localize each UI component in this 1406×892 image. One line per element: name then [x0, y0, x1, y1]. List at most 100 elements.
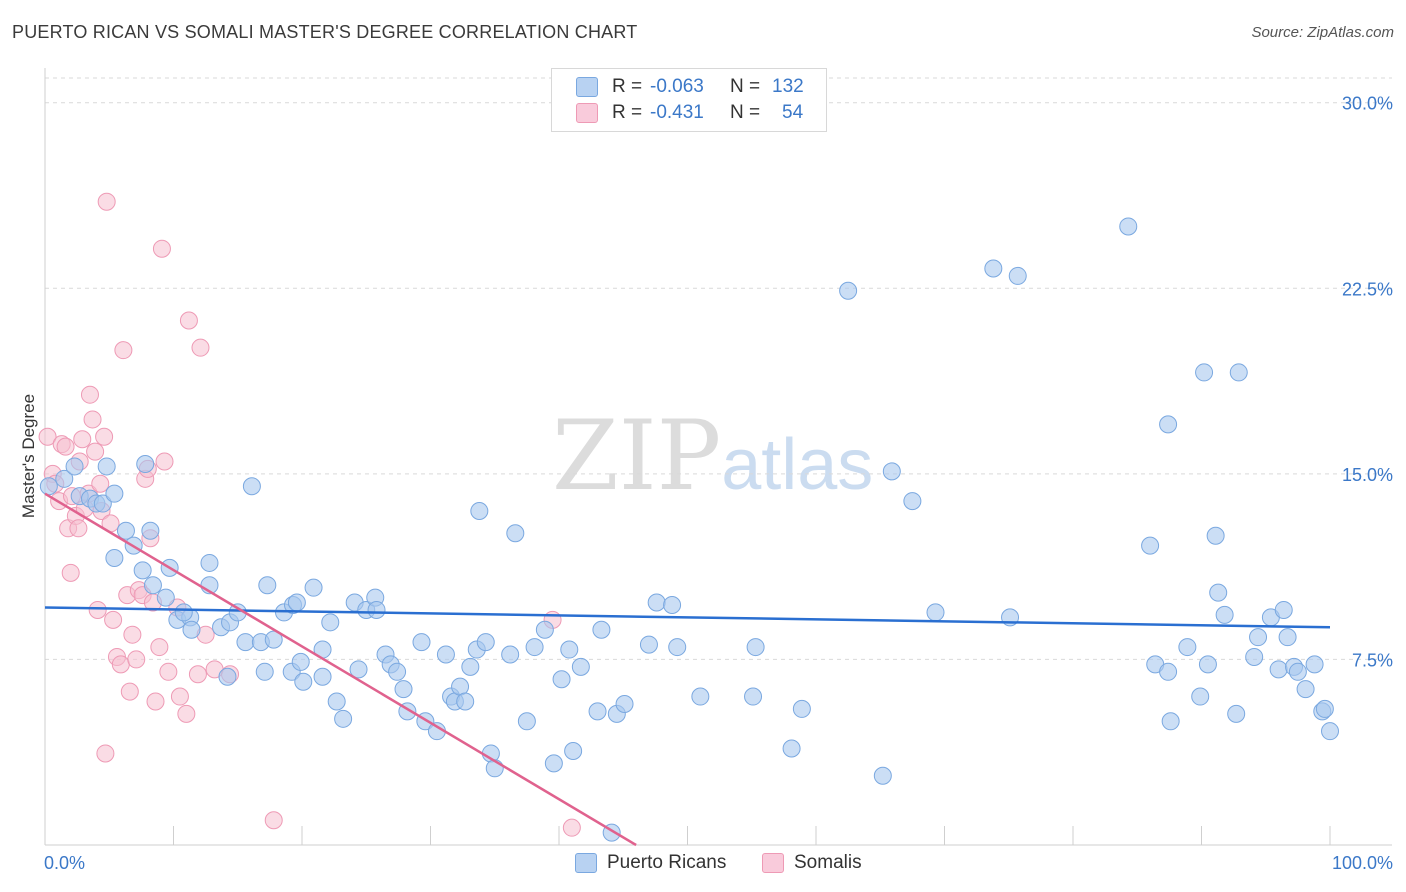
data-point-puerto-ricans — [903, 492, 922, 511]
data-point-puerto-ricans — [327, 692, 346, 711]
legend-n-label: N = — [730, 76, 761, 97]
data-point-puerto-ricans — [1215, 605, 1234, 624]
data-point-puerto-ricans — [255, 662, 274, 681]
data-point-puerto-ricans — [926, 603, 945, 622]
data-point-somalis — [69, 519, 88, 538]
data-point-somalis — [179, 311, 198, 330]
data-point-puerto-ricans — [1198, 655, 1217, 674]
data-point-puerto-ricans — [1315, 699, 1334, 718]
data-point-puerto-ricans — [116, 521, 135, 540]
data-point-puerto-ricans — [182, 620, 201, 639]
data-point-somalis — [177, 704, 196, 723]
data-point-somalis — [95, 427, 114, 446]
legend-r-label: R = — [612, 102, 643, 123]
data-point-somalis — [83, 410, 102, 429]
data-point-somalis — [152, 239, 171, 258]
data-point-puerto-ricans — [1288, 662, 1307, 681]
data-point-puerto-ricans — [174, 603, 193, 622]
data-point-puerto-ricans — [501, 645, 520, 664]
data-point-puerto-ricans — [236, 633, 255, 652]
data-point-somalis — [155, 452, 174, 471]
data-point-puerto-ricans — [456, 692, 475, 711]
tick-labels: 7.5% 15.0% 22.5% 30.0% 0.0% 100.0% Master's De… — [19, 94, 1393, 873]
bottom-legend-label: Somalis — [794, 852, 862, 873]
data-point-puerto-ricans — [1119, 217, 1138, 236]
data-point-somalis — [80, 385, 99, 404]
axes — [44, 68, 1392, 846]
bottom-legend-label: Puerto Ricans — [607, 852, 727, 873]
data-point-somalis — [91, 474, 110, 493]
data-point-puerto-ricans — [792, 699, 811, 718]
data-point-puerto-ricans — [1209, 583, 1228, 602]
gridlines — [45, 77, 1392, 660]
bottom-swatch-pink — [762, 853, 784, 873]
data-point-puerto-ricans — [1296, 680, 1315, 699]
data-point-puerto-ricans — [93, 494, 112, 513]
data-point-puerto-ricans — [691, 687, 710, 706]
y-tick-label: 15.0% — [1342, 465, 1393, 485]
data-point-puerto-ricans — [1269, 660, 1288, 679]
legend-r-value: -0.063 — [650, 76, 704, 97]
data-point-puerto-ricans — [143, 576, 162, 595]
data-point-puerto-ricans — [141, 521, 160, 540]
data-point-puerto-ricans — [1321, 722, 1339, 741]
data-point-somalis — [73, 430, 92, 449]
data-point-puerto-ricans — [287, 593, 306, 612]
data-point-puerto-ricans — [1305, 655, 1324, 674]
data-point-puerto-ricans — [588, 702, 607, 721]
bottom-legend-puerto-ricans: Puerto Ricans — [575, 852, 726, 874]
data-point-puerto-ricans — [517, 712, 536, 731]
data-point-somalis — [56, 437, 75, 456]
data-point-puerto-ricans — [663, 596, 682, 615]
data-point-somalis — [97, 192, 116, 211]
data-point-puerto-ricans — [882, 462, 901, 481]
trend-line-somalis — [44, 492, 637, 847]
series-somalis — [38, 192, 581, 837]
series-puerto-ricans — [39, 217, 1339, 842]
data-point-somalis — [86, 442, 105, 461]
data-point-puerto-ricans — [97, 457, 116, 476]
data-point-puerto-ricans — [412, 633, 431, 652]
y-axis-label: Master's Degree — [19, 394, 38, 518]
data-point-somalis — [96, 744, 115, 763]
data-point-somalis — [264, 811, 283, 830]
y-tick-label: 7.5% — [1352, 650, 1393, 670]
data-point-puerto-ricans — [461, 657, 480, 676]
data-point-puerto-ricans — [615, 694, 634, 713]
legend-n-label: N = — [730, 102, 761, 123]
data-point-puerto-ricans — [1229, 363, 1248, 382]
data-point-puerto-ricans — [744, 687, 763, 706]
data-point-somalis — [170, 687, 189, 706]
data-point-puerto-ricans — [1245, 647, 1264, 666]
data-point-somalis — [188, 665, 207, 684]
data-point-somalis — [120, 682, 139, 701]
data-point-puerto-ricans — [1278, 628, 1297, 647]
trend-line-puerto-ricans — [44, 606, 1331, 629]
data-point-puerto-ricans — [105, 484, 124, 503]
data-point-somalis — [146, 692, 165, 711]
data-point-puerto-ricans — [984, 259, 1003, 278]
data-point-puerto-ricans — [291, 652, 310, 671]
data-point-puerto-ricans — [535, 620, 554, 639]
data-point-puerto-ricans — [592, 620, 611, 639]
data-point-puerto-ricans — [436, 645, 455, 664]
data-point-puerto-ricans — [1195, 363, 1214, 382]
data-point-puerto-ricans — [304, 578, 323, 597]
data-point-puerto-ricans — [525, 638, 544, 657]
data-point-puerto-ricans — [873, 766, 892, 785]
data-point-puerto-ricans — [65, 457, 84, 476]
y-tick-label: 22.5% — [1342, 279, 1393, 299]
data-point-puerto-ricans — [200, 553, 219, 572]
data-point-puerto-ricans — [639, 635, 658, 654]
data-point-puerto-ricans — [334, 709, 353, 728]
data-point-puerto-ricans — [470, 501, 489, 520]
data-point-puerto-ricans — [552, 670, 571, 689]
x-tick-label: 0.0% — [44, 853, 85, 873]
data-point-puerto-ricans — [264, 630, 283, 649]
data-point-somalis — [123, 625, 142, 644]
data-point-puerto-ricans — [564, 741, 583, 760]
legend-row-puerto-ricans: R = -0.063 N = 132 — [576, 75, 804, 99]
data-point-puerto-ricans — [39, 477, 58, 496]
legend-r-value: -0.431 — [650, 102, 704, 123]
data-point-puerto-ricans — [1227, 704, 1246, 723]
